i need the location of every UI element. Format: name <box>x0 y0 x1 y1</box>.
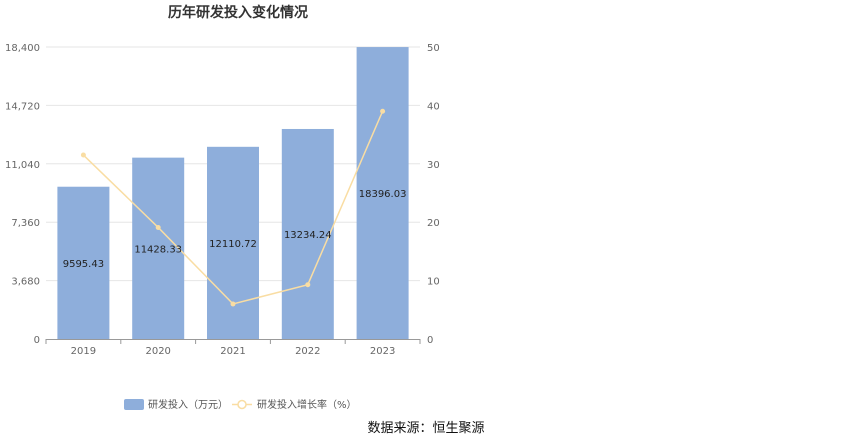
y-right-tick-label: 50 <box>427 43 440 54</box>
bar-value-label: 9595.43 <box>63 259 104 270</box>
y-axis-right: 0 10 20 30 40 50 <box>427 43 440 346</box>
bar <box>281 128 334 339</box>
y-right-tick-label: 40 <box>427 101 440 112</box>
legend-bar-swatch <box>124 399 144 410</box>
x-axis: 2019 2020 2021 2022 2023 <box>45 339 421 357</box>
legend: 研发投入（万元） 研发投入增长率（%） <box>124 398 357 411</box>
legend-line-marker <box>237 399 247 410</box>
y-right-tick-label: 0 <box>427 335 433 346</box>
growth-point <box>380 108 386 114</box>
legend-item-line[interactable]: 研发投入增长率（%） <box>232 398 357 411</box>
growth-point <box>230 301 236 307</box>
legend-bar-label: 研发投入（万元） <box>148 398 228 411</box>
y-left-tick-label: 14,720 <box>5 101 40 112</box>
bar-value-label: 12110.72 <box>209 239 257 250</box>
legend-item-bar[interactable]: 研发投入（万元） <box>124 398 228 411</box>
bar <box>57 186 110 339</box>
bar <box>207 146 259 339</box>
y-left-tick-label: 3,680 <box>11 277 40 288</box>
y-right-tick-label: 10 <box>427 277 440 288</box>
y-right-tick-label: 30 <box>427 160 440 171</box>
legend-line-label: 研发投入增长率（%） <box>257 398 357 411</box>
bar <box>132 157 185 339</box>
bar-data-labels: 9595.43 11428.33 12110.72 13234.24 18396.03 <box>63 189 407 270</box>
line-series <box>80 108 386 307</box>
growth-point <box>155 224 161 230</box>
growth-point <box>80 152 86 158</box>
x-tick-label: 2019 <box>71 346 96 357</box>
growth-point <box>305 282 311 288</box>
x-tick-label: 2022 <box>295 346 320 357</box>
bar-value-label: 18396.03 <box>359 189 407 200</box>
y-axis-left: 0 3,680 7,360 11,040 14,720 18,400 <box>5 43 40 346</box>
y-left-tick-label: 11,040 <box>5 160 40 171</box>
bar <box>356 47 409 340</box>
x-tick-label: 2023 <box>370 346 395 357</box>
y-left-tick-label: 7,360 <box>11 218 40 229</box>
y-left-tick-label: 0 <box>34 335 40 346</box>
y-right-tick-label: 20 <box>427 218 440 229</box>
chart-title: 历年研发投入变化情况 <box>168 4 308 21</box>
x-tick-label: 2020 <box>145 346 170 357</box>
bar-value-label: 13234.24 <box>284 230 332 241</box>
x-tick-label: 2021 <box>220 346 245 357</box>
bar-value-label: 11428.33 <box>134 244 182 255</box>
bar-series <box>57 47 409 340</box>
source-note: 数据来源：恒生聚源 <box>367 421 484 436</box>
y-left-tick-label: 18,400 <box>5 43 40 54</box>
